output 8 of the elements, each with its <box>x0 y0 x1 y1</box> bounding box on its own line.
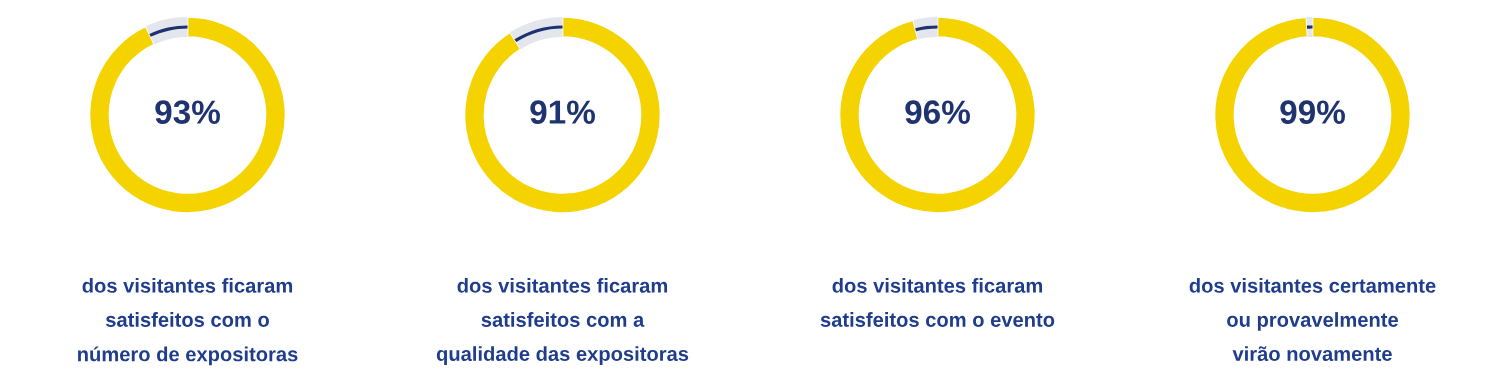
text: dos visitantes certamente ou provavelmente virão novamente <box>1189 278 1436 361</box>
data-label: 91% <box>530 100 595 124</box>
text: dos visitantes ficaram satisfeitos com o número de expositoras <box>78 278 298 366</box>
data-label: 99% <box>1280 100 1345 124</box>
data-label: 96% <box>905 100 970 124</box>
text: dos visitantes ficaram satisfeitos com a qualidade das expositoras <box>436 278 689 365</box>
data-label: 93% <box>155 100 220 124</box>
text: dos visitantes ficaram satisfeitos com o evento <box>820 278 1055 327</box>
